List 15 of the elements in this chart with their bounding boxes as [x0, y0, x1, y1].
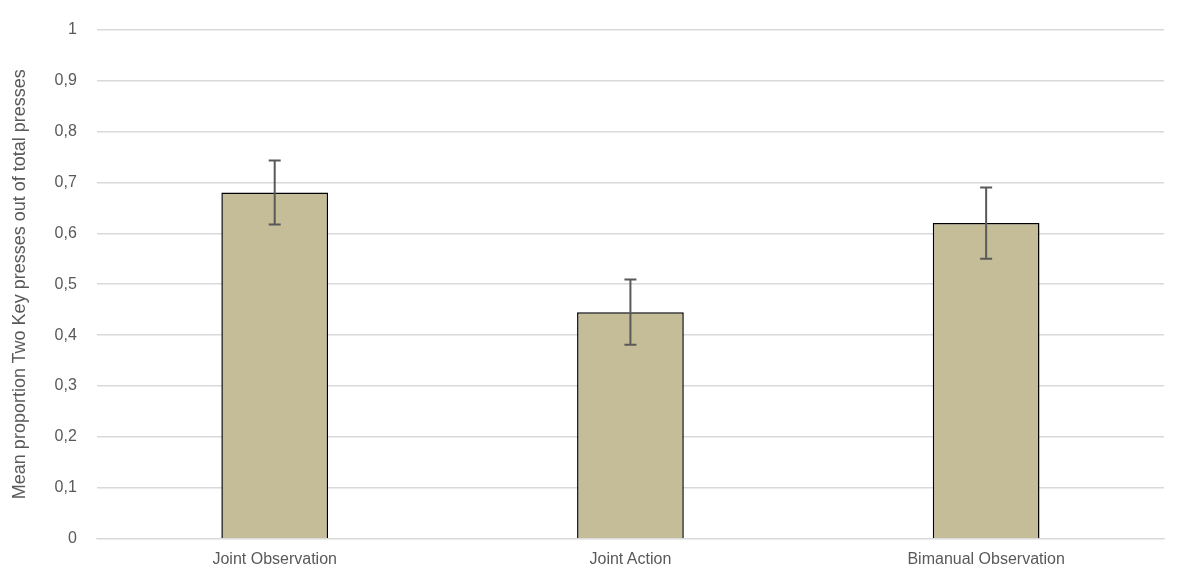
y-tick-label: 0,2 — [54, 427, 77, 445]
x-tick-label: Joint Observation — [212, 549, 337, 567]
y-tick-label: 0,1 — [54, 478, 77, 496]
y-tick-label: 1 — [67, 20, 77, 38]
y-axis-title: Mean proportion Two Key presses out of total presses — [8, 69, 29, 500]
x-tick-label: Joint Action — [589, 549, 672, 567]
y-tick-label: 0,3 — [54, 376, 77, 394]
y-tick-label: 0 — [67, 529, 77, 547]
y-tick-label: 0,9 — [54, 70, 77, 88]
x-tick-label: Bimanual Observation — [907, 549, 1065, 567]
y-tick-label: 0,5 — [54, 274, 77, 292]
y-tick-label: 0,4 — [54, 325, 77, 343]
y-tick-label: 0,6 — [54, 223, 77, 241]
y-tick-label: 0,8 — [54, 121, 77, 139]
y-tick-label: 0,7 — [54, 172, 77, 190]
